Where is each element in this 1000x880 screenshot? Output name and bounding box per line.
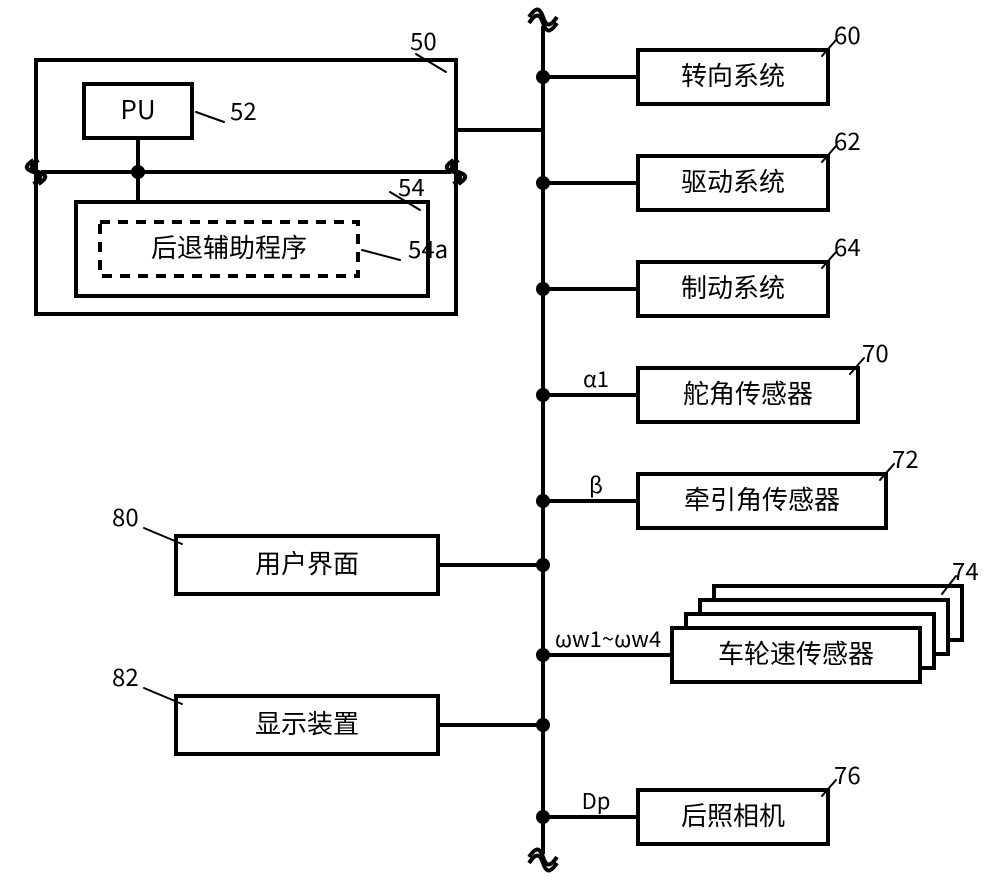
ref-label-54: 54 xyxy=(398,168,425,203)
bus-junction-dot xyxy=(536,388,550,402)
signal-label-72: β xyxy=(589,468,603,500)
bus-junction-dot xyxy=(536,648,550,662)
bus-junction-dot xyxy=(536,282,550,296)
bus-junction-dot xyxy=(536,718,550,732)
program-label: 后退辅助程序 xyxy=(151,228,307,265)
ref-label-80: 80 xyxy=(112,498,139,533)
block-label-60: 转向系统 xyxy=(681,56,785,93)
bus-junction-dot xyxy=(536,176,550,190)
ref-label-82: 82 xyxy=(112,658,139,693)
bus-junction-dot xyxy=(536,558,550,572)
ref-label-76: 76 xyxy=(834,756,861,791)
ref-label-62: 62 xyxy=(834,122,861,157)
block-label-72: 牵引角传感器 xyxy=(684,480,840,517)
signal-label-70: α1 xyxy=(583,362,609,394)
bus-junction-dot xyxy=(536,494,550,508)
pu-label: PU xyxy=(120,90,155,127)
wheel-sensor-label: 车轮速传感器 xyxy=(718,634,874,671)
block-label-82: 显示装置 xyxy=(255,704,359,741)
block-label-64: 制动系统 xyxy=(681,268,785,305)
ref-label-52: 52 xyxy=(230,92,257,127)
ref-label-60: 60 xyxy=(834,16,861,51)
ref-label-54a: 54a xyxy=(408,230,448,265)
ref-label-64: 64 xyxy=(834,228,861,263)
ref-label-74: 74 xyxy=(952,552,979,587)
block-label-70: 舵角传感器 xyxy=(683,374,813,411)
bus-junction-dot xyxy=(536,810,550,824)
block-label-76: 后照相机 xyxy=(681,796,785,833)
block-label-62: 驱动系统 xyxy=(681,162,785,199)
ref-label-70: 70 xyxy=(862,334,889,369)
block-label-80: 用户界面 xyxy=(255,544,359,581)
ref-label-72: 72 xyxy=(892,440,919,475)
signal-label-76: Dp xyxy=(582,784,611,816)
ref-label-50: 50 xyxy=(410,22,437,57)
bus-junction-dot xyxy=(536,70,550,84)
signal-label-74: ωw1~ωw4 xyxy=(555,622,661,654)
block-diagram: 50 PU 52 54 后退辅助程序 54a 转向系统 60 驱动系统 62 制动系统 64 舵角传感器… xyxy=(0,0,1000,880)
